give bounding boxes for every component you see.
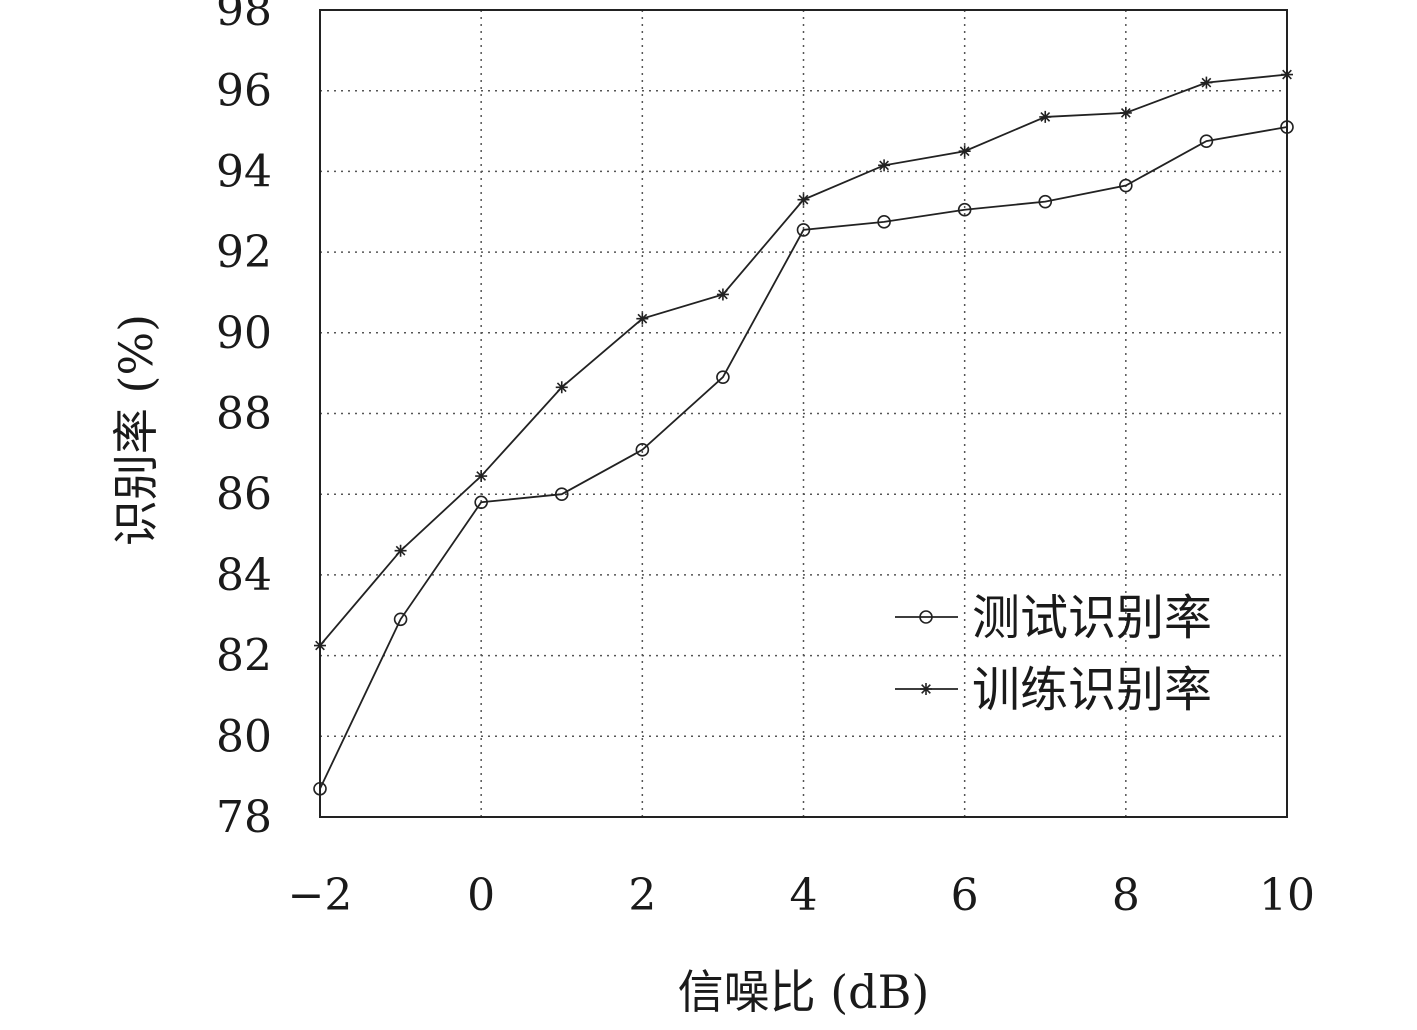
x-tick-label: 10 bbox=[1259, 870, 1315, 921]
data-point-star bbox=[394, 544, 407, 557]
y-tick-label: 94 bbox=[216, 146, 272, 197]
y-tick-label: 86 bbox=[216, 469, 272, 520]
data-point-star bbox=[475, 470, 488, 483]
data-point-star bbox=[636, 312, 649, 325]
legend-entry-train: 训练识别率 bbox=[895, 662, 1212, 718]
series-layer bbox=[313, 68, 1294, 796]
x-tick-label: 4 bbox=[790, 870, 818, 921]
data-point-circle bbox=[796, 223, 811, 237]
y-tick-label: 96 bbox=[216, 66, 272, 117]
x-tick-label: 2 bbox=[628, 870, 656, 921]
data-point-circle bbox=[1199, 134, 1214, 148]
data-point-star bbox=[1039, 110, 1052, 123]
legend-marker-star bbox=[920, 683, 932, 695]
x-tick-label: 0 bbox=[467, 870, 495, 921]
data-point-circle bbox=[957, 202, 972, 217]
x-tick-label: 6 bbox=[951, 870, 979, 921]
legend: 测试识别率 训练识别率 bbox=[895, 590, 1212, 718]
data-point-star bbox=[1200, 76, 1213, 89]
y-tick-label: 90 bbox=[216, 308, 272, 359]
y-tick-label: 80 bbox=[216, 711, 272, 762]
data-point-circle bbox=[393, 612, 408, 627]
data-point-star bbox=[716, 288, 729, 301]
y-tick-label: 84 bbox=[216, 550, 272, 601]
series-line-test bbox=[319, 126, 1288, 790]
x-axis-title: 信噪比 (dB) bbox=[678, 965, 930, 1019]
legend-label-train: 训练识别率 bbox=[972, 662, 1212, 718]
data-point-circle bbox=[716, 370, 730, 384]
y-tick-label: 82 bbox=[216, 631, 272, 682]
grid-lines bbox=[320, 10, 1287, 817]
legend-marker-circle bbox=[919, 610, 933, 624]
y-tick-label: 88 bbox=[216, 389, 272, 440]
data-point-circle bbox=[635, 443, 650, 457]
data-point-circle bbox=[877, 215, 891, 229]
y-tick-label: 78 bbox=[216, 792, 272, 843]
x-tick-labels: −2 0 2 4 6 8 10 bbox=[288, 870, 1315, 921]
legend-entry-test: 测试识别率 bbox=[895, 590, 1212, 646]
y-tick-label: 92 bbox=[216, 227, 272, 278]
y-axis-title: 识别率 (%) bbox=[109, 314, 163, 546]
legend-label-test: 测试识别率 bbox=[972, 590, 1212, 646]
data-point-star bbox=[555, 381, 568, 394]
plot-frame bbox=[319, 9, 1288, 818]
data-point-circle bbox=[474, 495, 488, 510]
x-tick-label: 8 bbox=[1112, 870, 1140, 921]
data-point-circle bbox=[1119, 178, 1133, 193]
x-tick-label: −2 bbox=[288, 870, 353, 921]
data-point-circle bbox=[554, 487, 569, 502]
data-point-star bbox=[1119, 106, 1132, 119]
y-tick-label: 98 bbox=[216, 0, 272, 36]
data-point-star bbox=[878, 159, 891, 172]
data-point-star bbox=[797, 193, 810, 206]
data-point-star bbox=[958, 145, 971, 158]
y-tick-labels: 78 80 82 84 86 88 90 92 94 96 98 bbox=[216, 0, 272, 843]
data-point-circle bbox=[1038, 194, 1053, 209]
